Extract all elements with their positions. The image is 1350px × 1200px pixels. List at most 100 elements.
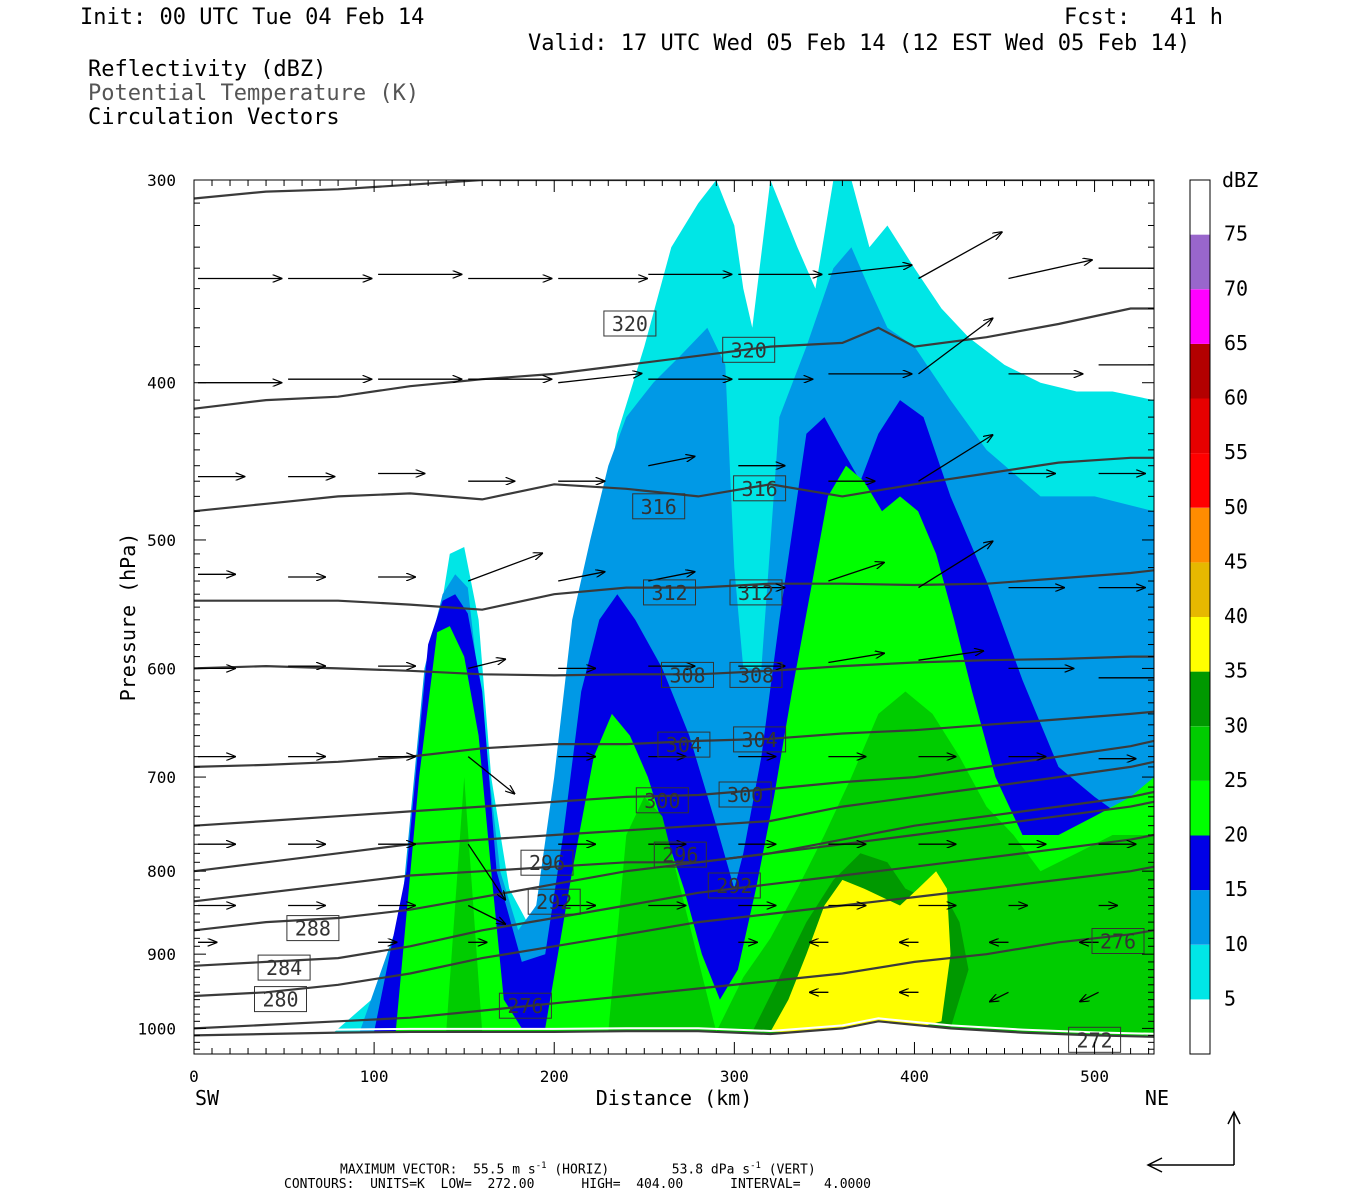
colorbar-swatch-10 bbox=[1190, 453, 1210, 508]
plot-frame bbox=[193, 179, 1155, 1055]
colorbar-swatch-1 bbox=[1190, 944, 1210, 1000]
vector-15 bbox=[558, 374, 641, 384]
y-tick-label-1000: 1000 bbox=[137, 1019, 176, 1038]
theta-label-17: 284 bbox=[266, 956, 302, 980]
theta-label-box-2 bbox=[632, 493, 686, 520]
theta-label-box-6 bbox=[661, 661, 714, 688]
theta-label-box-16 bbox=[286, 915, 340, 942]
theta-label-box-15 bbox=[707, 872, 761, 899]
colorbar-label-30: 30 bbox=[1224, 713, 1248, 737]
colorbar-swatch-0 bbox=[1190, 999, 1210, 1054]
theta-label-9: 304 bbox=[742, 728, 778, 752]
theta-label-box-13 bbox=[653, 841, 707, 868]
max-horiz-unit: (HORIZ) bbox=[554, 1162, 610, 1178]
colorbar-label-75: 75 bbox=[1224, 222, 1248, 246]
max-horiz-value: 55.5 bbox=[473, 1162, 505, 1178]
theta-contour-304 bbox=[194, 710, 1154, 768]
colorbar-frame bbox=[1189, 179, 1211, 1055]
theta-label-box-4 bbox=[643, 579, 696, 606]
vector-19 bbox=[918, 318, 993, 375]
vector-98 bbox=[990, 991, 1009, 1001]
x-tick-label-500: 500 bbox=[1080, 1067, 1109, 1086]
theta-contour-284 bbox=[194, 833, 1154, 967]
y-tick-label-300: 300 bbox=[147, 171, 176, 190]
max-vert-unit: (VERT) bbox=[768, 1162, 816, 1178]
vector-9 bbox=[1008, 260, 1092, 280]
colorbar-label-60: 60 bbox=[1224, 386, 1248, 410]
theta-label-11: 300 bbox=[727, 783, 763, 807]
colorbar-swatch-11 bbox=[1190, 398, 1210, 454]
circulation-vectors bbox=[198, 232, 1154, 1001]
colorbar-label-65: 65 bbox=[1224, 331, 1248, 355]
theta-label-box-0 bbox=[603, 310, 657, 337]
colorbar-swatch-6 bbox=[1190, 671, 1210, 727]
colorbar-label-5: 5 bbox=[1224, 986, 1236, 1010]
surface-line bbox=[194, 1017, 1154, 1035]
theta-label-box-3 bbox=[733, 475, 787, 502]
vector-51 bbox=[828, 653, 884, 664]
contours-info: CONTOURS: UNITS=K LOW= 272.00 HIGH= 404.… bbox=[284, 1177, 871, 1192]
vector-47 bbox=[468, 659, 505, 670]
theta-label-12: 296 bbox=[529, 851, 565, 875]
theta-label-16: 288 bbox=[295, 917, 331, 941]
field-reflectivity: Reflectivity (dBZ) bbox=[88, 57, 327, 82]
theta-label-10: 300 bbox=[644, 789, 680, 813]
vector-80 bbox=[467, 904, 505, 925]
x-axis: 0 100 200 300 400 500 bbox=[189, 180, 1150, 1086]
theta-label-19: 276 bbox=[507, 994, 543, 1018]
theta-contour-272 bbox=[194, 1020, 1154, 1038]
max-vector-line: MAXIMUM VECTOR: 55.5 m s-1 (HORIZ) 53.8 … bbox=[340, 1161, 816, 1178]
theta-contours bbox=[194, 180, 1154, 1038]
vector-58 bbox=[467, 756, 514, 794]
y-tick-label-800: 800 bbox=[147, 862, 176, 881]
colorbar-swatch-9 bbox=[1190, 507, 1210, 563]
field-vectors: Circulation Vectors bbox=[88, 105, 340, 130]
colorbar-swatch-8 bbox=[1190, 562, 1210, 617]
vector-41 bbox=[918, 541, 993, 589]
field-theta: Potential Temperature (K) bbox=[88, 81, 420, 106]
x-tick-label-200: 200 bbox=[540, 1067, 569, 1086]
init-time: Init: 00 UTC Tue 04 Feb 14 bbox=[80, 5, 425, 30]
theta-label-box-19 bbox=[498, 992, 552, 1019]
theta-label-0: 320 bbox=[612, 312, 648, 336]
colorbar-label-15: 15 bbox=[1224, 877, 1248, 901]
colorbar-swatch-5 bbox=[1190, 726, 1210, 781]
colorbar-label-70: 70 bbox=[1224, 276, 1248, 300]
dbz-region-25-4 bbox=[446, 691, 1154, 1036]
reference-vector-icon bbox=[1146, 1110, 1241, 1173]
theta-label-box-7 bbox=[729, 661, 783, 688]
theta-label-1: 320 bbox=[731, 338, 767, 362]
colorbar-swatch-7 bbox=[1190, 617, 1210, 672]
theta-contour-316 bbox=[194, 456, 1154, 513]
theta-label-box-11 bbox=[718, 781, 772, 808]
x-end-label-right: NE bbox=[1145, 1086, 1169, 1110]
x-end-label-left: SW bbox=[195, 1086, 220, 1110]
colorbar-label-35: 35 bbox=[1224, 659, 1248, 683]
colorbar-label-20: 20 bbox=[1224, 823, 1248, 847]
theta-contour-292 bbox=[194, 790, 1154, 903]
theta-label-box-18 bbox=[254, 986, 307, 1013]
colorbar-label-10: 10 bbox=[1224, 932, 1248, 956]
theta-label-8: 304 bbox=[666, 733, 702, 757]
colorbar-swatch-4 bbox=[1190, 780, 1210, 836]
valid-time: Valid: 17 UTC Wed 05 Feb 14 (12 EST Wed … bbox=[528, 31, 1191, 56]
theta-label-box-12 bbox=[520, 849, 574, 876]
theta-contour-280 bbox=[194, 865, 1154, 998]
colorbar-swatch-15 bbox=[1190, 180, 1210, 235]
y-tick-label-400: 400 bbox=[147, 374, 176, 393]
y-tick-label-600: 600 bbox=[147, 659, 176, 678]
max-vert-value: 53.8 bbox=[671, 1162, 704, 1178]
vector-36 bbox=[467, 553, 542, 582]
y-tick-label-700: 700 bbox=[147, 768, 176, 787]
theta-label-6: 308 bbox=[669, 663, 705, 687]
colorbar-label-25: 25 bbox=[1224, 768, 1248, 792]
vector-52 bbox=[918, 651, 984, 661]
theta-label-2: 316 bbox=[641, 495, 677, 519]
vector-7 bbox=[828, 265, 911, 276]
theta-label-13: 296 bbox=[662, 843, 698, 867]
reflectivity-fill bbox=[194, 180, 1154, 1054]
vector-99 bbox=[1080, 991, 1099, 1001]
theta-contour-296 bbox=[194, 760, 1154, 873]
theta-label-7: 308 bbox=[738, 663, 774, 687]
